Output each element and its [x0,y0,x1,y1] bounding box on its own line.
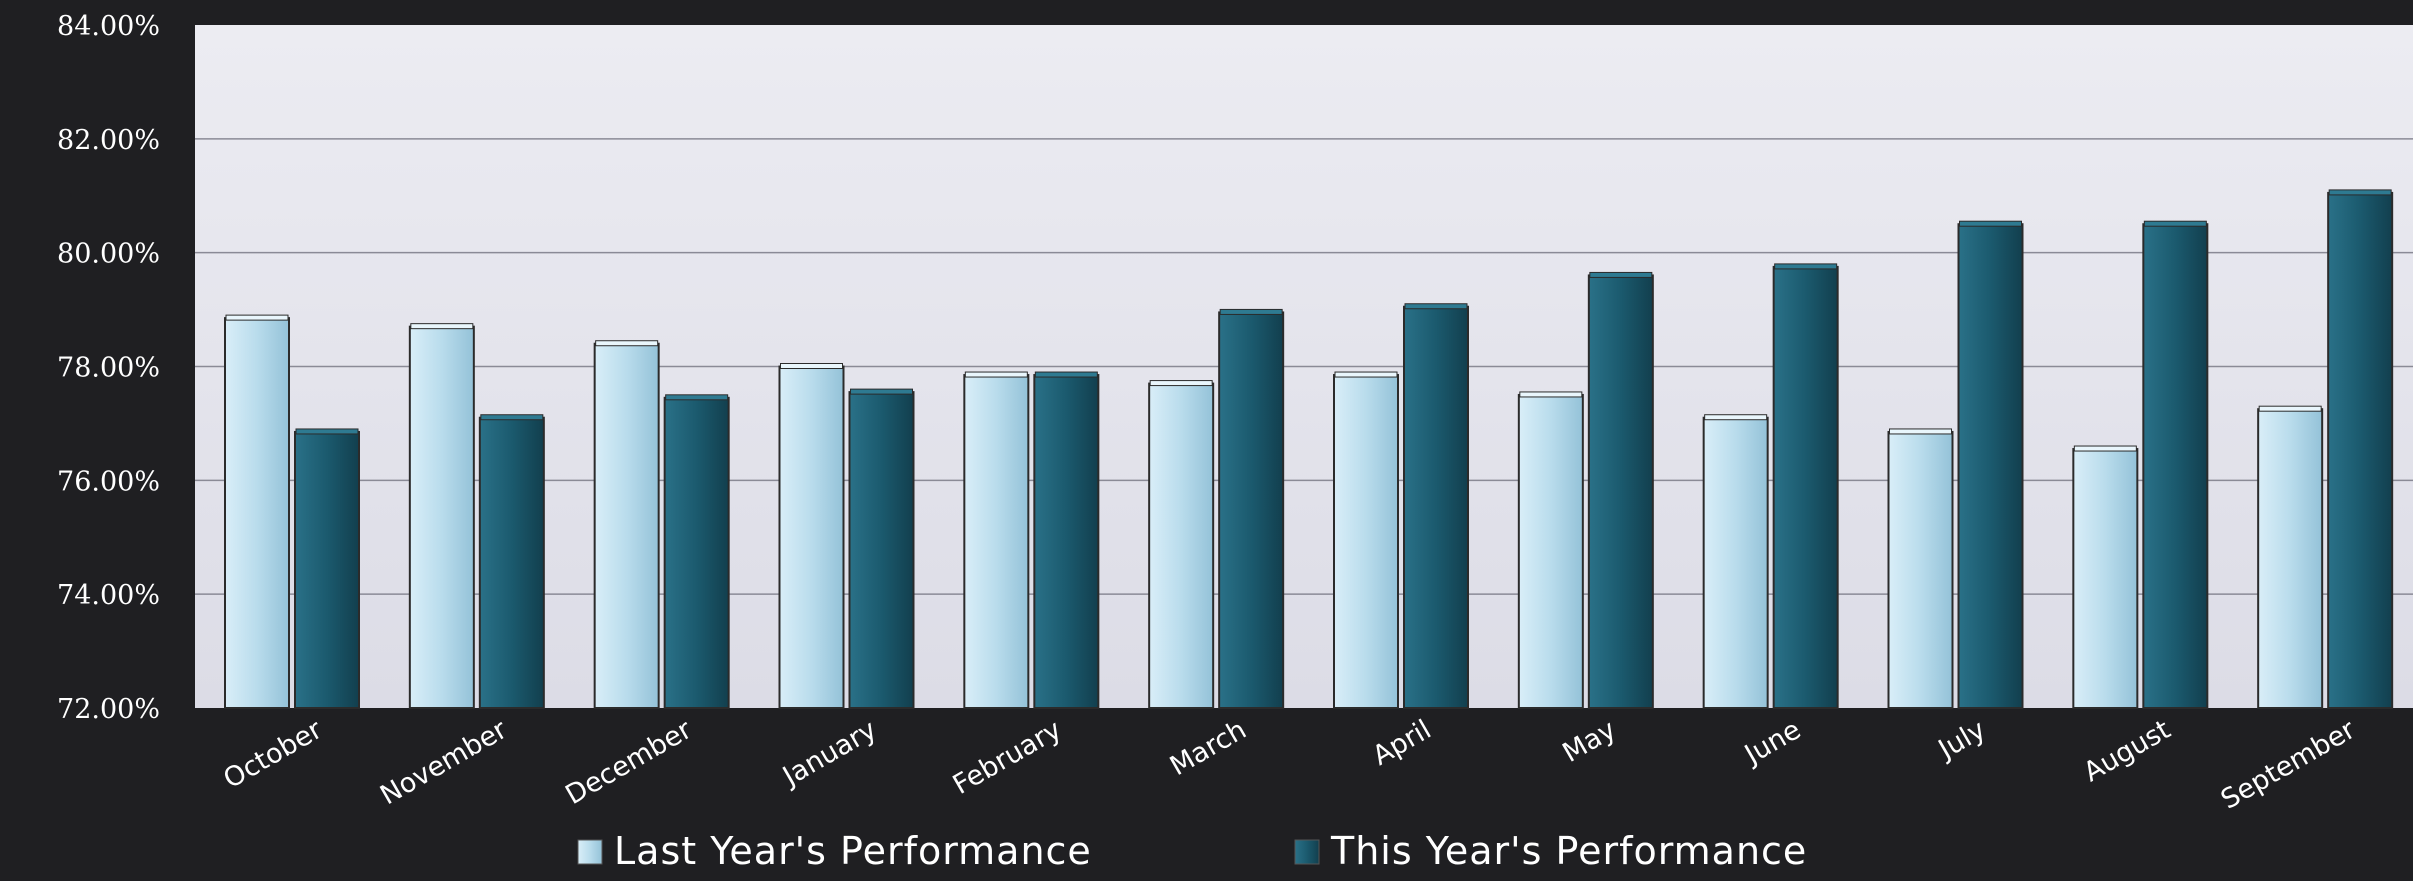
bar-this-year-s-performance-april [1403,305,1469,709]
bar-this-year-s-performance-may [1587,274,1654,709]
legend-swatch-this-year-s-performance [1294,839,1320,865]
bar-this-year-s-performance-september [2327,191,2394,709]
bars [224,189,2394,709]
bar-cap [1034,371,1098,378]
bar-this-year-s-performance-december [663,396,730,709]
bar-cap [480,414,544,421]
bar-this-year-s-performance-november [478,416,545,709]
bar-this-year-s-performance-august [2142,223,2209,709]
y-tick-label: 82.00% [57,125,160,156]
bar-cap [1589,271,1653,278]
legend-label-last-year-s-performance: Last Year's Performance [614,829,1092,873]
bar-cap [595,340,659,347]
y-tick-label: 76.00% [57,466,160,497]
bar-last-year-s-performance-may [1517,393,1584,709]
bar-last-year-s-performance-november [408,325,475,709]
bar-cap [964,371,1028,378]
bar-last-year-s-performance-august [2072,448,2139,709]
x-tick-label: October [218,714,328,795]
x-tick-label: July [1932,714,1991,766]
bar-last-year-s-performance-december [593,342,660,709]
y-tick-label: 78.00% [57,353,160,384]
y-tick-label: 74.00% [57,580,160,611]
x-tick-label: May [1557,714,1621,769]
bar-cap [225,314,289,321]
bar-this-year-s-performance-july [1957,223,2024,709]
y-axis-ticks: 72.00% 74.00% 76.00% 78.00% 80.00% 82.00% 84.0… [57,11,160,725]
bar-cap [1959,220,2022,227]
bar-cap [2258,405,2322,412]
bar-last-year-s-performance-january [778,365,845,709]
gridlines [195,138,2413,595]
y-tick-label: 84.00% [57,11,160,42]
x-tick-label: November [375,714,513,812]
bar-this-year-s-performance-october [294,430,360,709]
bar-cap [1219,308,1283,315]
bar-cap [780,363,843,369]
x-tick-label: February [948,714,1067,801]
bar-cap [1774,263,1838,270]
bar-last-year-s-performance-october [224,317,290,709]
y-tick-label: 72.00% [57,694,160,725]
bar-this-year-s-performance-june [1772,265,1839,709]
bar-cap [850,388,913,395]
bar-last-year-s-performance-july [1887,430,1954,709]
x-axis-ticks: October November December January February Ma… [218,714,2361,816]
bar-cap [2328,189,2392,196]
bar-last-year-s-performance-march [1148,382,1215,709]
legend-label-this-year-s-performance: This Year's Performance [1330,829,1807,873]
legend: Last Year's Performance This Year's Perfo… [577,829,1807,873]
x-tick-label: April [1368,714,1437,772]
bar-cap [295,428,359,435]
bar-cap [2143,220,2207,227]
bar-this-year-s-performance-january [848,391,915,709]
bar-cap [1334,371,1398,378]
bar-last-year-s-performance-april [1333,374,1399,709]
y-tick-label: 80.00% [57,239,160,270]
bar-cap [1889,428,1952,435]
bar-cap [2073,445,2137,452]
x-tick-label: June [1738,714,1806,771]
x-tick-label: March [1165,714,1252,782]
bar-last-year-s-performance-february [963,374,1030,709]
x-tick-label: December [560,714,698,811]
legend-swatch-last-year-s-performance [577,839,603,865]
bar-this-year-s-performance-february [1033,374,1100,709]
bar-cap [1404,303,1468,310]
bar-cap [1519,391,1583,398]
bar-cap [1704,414,1768,421]
x-tick-label: September [2216,714,2362,816]
bar-last-year-s-performance-june [1702,416,1769,709]
bar-cap [1149,380,1213,387]
x-tick-label: August [2078,714,2175,788]
bar-last-year-s-performance-september [2257,408,2324,709]
x-tick-label: January [776,714,882,793]
bar-this-year-s-performance-march [1218,311,1285,709]
bar-cap [665,394,729,401]
bar-cap [410,323,474,330]
